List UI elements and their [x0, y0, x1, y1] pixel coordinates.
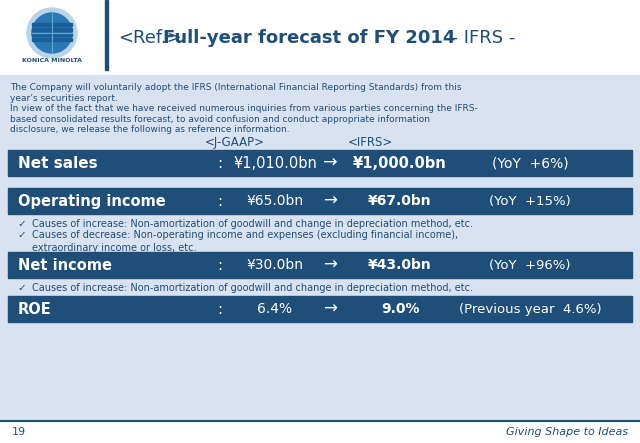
Bar — [0, 421, 640, 443]
Circle shape — [27, 8, 77, 58]
Text: :: : — [218, 155, 223, 171]
Bar — [32, 23, 72, 26]
Text: Net income: Net income — [18, 257, 112, 272]
Text: disclosure, we release the following as reference information.: disclosure, we release the following as … — [10, 125, 290, 134]
Text: The Company will voluntarily adopt the IFRS (International Financial Reporting S: The Company will voluntarily adopt the I… — [10, 83, 461, 92]
Bar — [32, 28, 72, 31]
Text: (Previous year  4.6%): (Previous year 4.6%) — [459, 303, 602, 315]
Text: (YoY  +15%): (YoY +15%) — [489, 194, 571, 207]
Text: →: → — [323, 192, 337, 210]
Text: ✓: ✓ — [18, 230, 26, 240]
Bar — [8, 150, 632, 176]
Text: ¥1,000.0bn: ¥1,000.0bn — [353, 155, 447, 171]
Text: →: → — [323, 300, 337, 318]
Text: :: : — [218, 302, 223, 316]
Text: Giving Shape to Ideas: Giving Shape to Ideas — [506, 427, 628, 437]
Bar — [8, 188, 632, 214]
Bar — [8, 296, 632, 322]
Text: - IFRS -: - IFRS - — [440, 29, 515, 47]
Text: KONICA MINOLTA: KONICA MINOLTA — [22, 58, 82, 62]
Text: 19: 19 — [12, 427, 26, 437]
Text: In view of the fact that we have received numerous inquiries from various partie: In view of the fact that we have receive… — [10, 104, 477, 113]
Text: ¥30.0bn: ¥30.0bn — [246, 258, 303, 272]
Text: ✓: ✓ — [18, 219, 26, 229]
Text: Causes of increase: Non-amortization of goodwill and change in depreciation meth: Causes of increase: Non-amortization of … — [32, 219, 473, 229]
Text: (YoY  +6%): (YoY +6%) — [492, 156, 568, 170]
Bar — [105, 0, 108, 70]
Text: <Ref.>: <Ref.> — [118, 29, 182, 47]
Text: →: → — [323, 154, 337, 172]
Bar — [0, 75, 640, 421]
Text: Causes of decrease: Non-operating income and expenses (excluding financial incom: Causes of decrease: Non-operating income… — [32, 230, 458, 253]
Text: year’s securities report.: year’s securities report. — [10, 93, 118, 102]
Text: 9.0%: 9.0% — [381, 302, 419, 316]
Circle shape — [32, 13, 72, 53]
Text: :: : — [218, 257, 223, 272]
Text: based consolidated results forecast, to avoid confusion and conduct appropriate : based consolidated results forecast, to … — [10, 114, 430, 124]
Text: :: : — [218, 194, 223, 209]
Text: Net sales: Net sales — [18, 155, 98, 171]
Text: (YoY  +96%): (YoY +96%) — [489, 259, 571, 272]
Bar — [0, 0, 640, 75]
Bar — [32, 38, 72, 41]
Text: Operating income: Operating income — [18, 194, 166, 209]
Text: ROE: ROE — [18, 302, 52, 316]
Bar — [8, 252, 632, 278]
Text: <J-GAAP>: <J-GAAP> — [205, 136, 265, 148]
Text: ¥1,010.0bn: ¥1,010.0bn — [233, 155, 317, 171]
Text: ¥65.0bn: ¥65.0bn — [246, 194, 303, 208]
Text: Full-year forecast of FY 2014: Full-year forecast of FY 2014 — [163, 29, 456, 47]
Text: →: → — [323, 256, 337, 274]
Bar — [32, 33, 72, 36]
Text: ✓: ✓ — [18, 283, 26, 293]
Text: ¥67.0bn: ¥67.0bn — [368, 194, 432, 208]
Text: ¥43.0bn: ¥43.0bn — [368, 258, 432, 272]
Text: <IFRS>: <IFRS> — [348, 136, 392, 148]
Text: Causes of increase: Non-amortization of goodwill and change in depreciation meth: Causes of increase: Non-amortization of … — [32, 283, 473, 293]
Text: 6.4%: 6.4% — [257, 302, 292, 316]
